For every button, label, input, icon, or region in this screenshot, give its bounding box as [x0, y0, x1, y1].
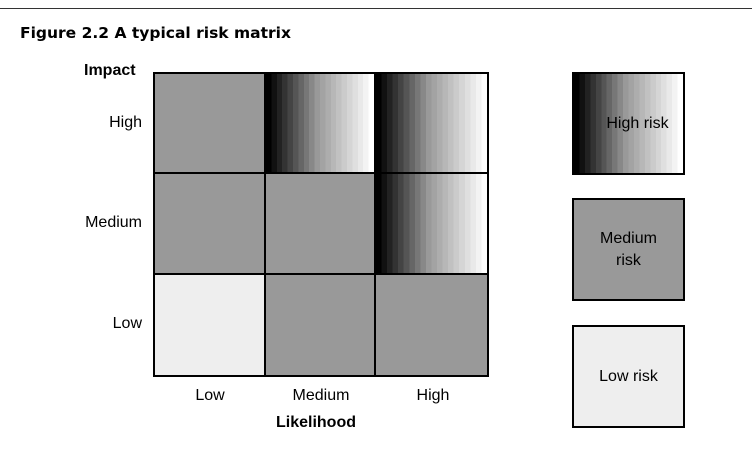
y-tick-low: Low	[112, 315, 142, 332]
figure-title: Figure 2.2 A typical risk matrix	[20, 24, 291, 42]
cell-impact-medium-likelihood-medium	[265, 174, 377, 275]
cell-impact-high-likelihood-low	[155, 74, 266, 175]
x-tick-low: Low	[195, 387, 225, 404]
legend-high-risk-label: High risk	[606, 114, 669, 132]
cell-impact-medium-likelihood-high	[376, 174, 487, 275]
cell-impact-low-likelihood-low	[155, 274, 266, 375]
legend-high-risk: High risk	[572, 72, 685, 175]
legend-low-risk: Low risk	[572, 325, 685, 428]
risk-matrix	[153, 72, 489, 377]
x-tick-high: High	[416, 387, 450, 404]
legend-medium-risk: Medium risk	[572, 198, 685, 301]
y-tick-medium: Medium	[85, 214, 142, 231]
x-axis-title: Likelihood	[276, 414, 356, 431]
cell-impact-high-likelihood-high	[376, 74, 487, 175]
cell-impact-low-likelihood-high	[376, 274, 487, 375]
y-tick-high: High	[109, 114, 142, 131]
cell-impact-low-likelihood-medium	[265, 274, 377, 375]
top-rule	[0, 8, 752, 9]
cell-impact-medium-likelihood-low	[155, 174, 266, 275]
cell-impact-high-likelihood-medium	[265, 74, 377, 175]
x-tick-medium: Medium	[292, 387, 350, 404]
y-axis-title: Impact	[84, 62, 136, 79]
legend-low-risk-label: Low risk	[599, 367, 658, 385]
legend-medium-risk-label: Medium risk	[600, 229, 657, 269]
